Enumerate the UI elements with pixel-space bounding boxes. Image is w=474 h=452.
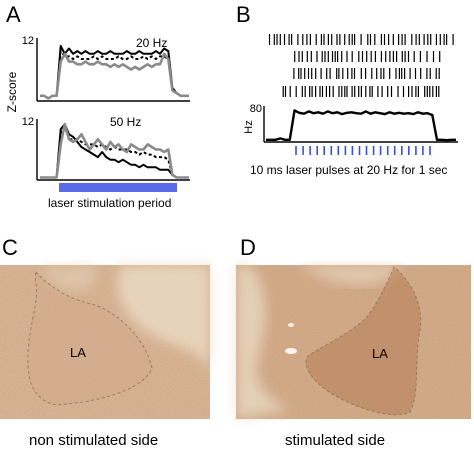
caption-c: non stimulated side [29,432,158,449]
b-rate-trace [266,109,456,142]
panel-letter-d: D [240,235,256,260]
a-top-traces [40,44,189,100]
b-rate-series [266,109,456,142]
a-bottom-ytick: 12 [22,116,34,128]
a-top-ytick: 12 [22,35,34,47]
a-top-series-gray [40,52,189,100]
pulse-label: 10 ms laser pulses at 20 Hz for 1 sec [250,163,447,177]
panel-letter-c: C [2,235,18,260]
a-ylabel: Z-score [5,71,19,112]
laser-period-label: laser stimulation period [48,196,171,210]
la-outline-d [305,266,422,416]
histology-image-c [0,265,210,419]
panel-letter-a: A [6,2,21,27]
laser-stimulation-bar [59,183,177,192]
la-label-c: LA [70,345,86,360]
b-ytick: 80 [250,103,262,115]
caption-d: stimulated side [285,432,385,449]
spike-raster [268,34,454,97]
la-outline-c [27,270,153,406]
la-label-d: LA [372,346,388,361]
a-top-freq-label: 20 Hz [136,36,167,50]
laser-pulse-ticks [295,146,431,155]
a-bottom-series-gray [40,122,189,179]
a-bottom-freq-label: 50 Hz [110,115,141,129]
panel-letter-b: B [236,2,251,27]
histology-image-d [236,265,471,419]
a-bottom-traces [40,122,189,179]
b-ylabel: Hz [243,120,255,133]
